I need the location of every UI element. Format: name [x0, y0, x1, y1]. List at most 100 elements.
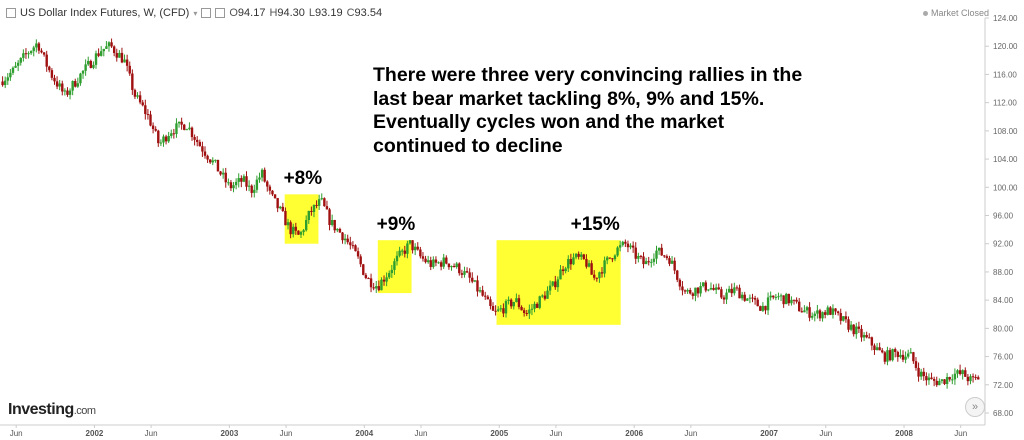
candle-body	[123, 59, 126, 63]
candle-body	[40, 50, 43, 53]
candle-body	[426, 260, 430, 263]
candle-body	[68, 90, 72, 95]
candle-body	[35, 43, 38, 48]
candle-body	[286, 222, 290, 226]
candle-body	[341, 232, 344, 241]
candle-body	[154, 128, 157, 131]
candle-body	[577, 253, 580, 257]
chevron-down-icon[interactable]: ▾	[193, 8, 198, 18]
ohlc-open: O94.17	[229, 7, 266, 19]
candle-body	[216, 159, 220, 172]
time-tick-label: 2004	[355, 429, 373, 438]
candle-body	[896, 351, 900, 358]
candle-body	[281, 206, 285, 211]
candle-body	[58, 83, 61, 87]
candle-body	[600, 272, 604, 274]
candle-body	[81, 70, 85, 74]
candle-body	[624, 241, 627, 244]
candle-body	[395, 255, 399, 262]
collapse-icon[interactable]	[6, 8, 16, 18]
price-tick-label: 100.00	[993, 183, 1018, 192]
candle-body	[112, 46, 116, 54]
candle-body	[704, 282, 707, 291]
candle-body	[343, 238, 347, 241]
candle-body	[183, 124, 186, 130]
candle-body	[6, 77, 9, 81]
candle-body	[211, 160, 214, 163]
candle-body	[107, 42, 111, 47]
candle-body	[694, 287, 697, 296]
candle-body	[702, 282, 705, 287]
candle-body	[304, 220, 308, 231]
candle-body	[556, 279, 560, 288]
candle-body	[271, 190, 274, 195]
candle-body	[263, 169, 266, 182]
candle-body	[242, 176, 246, 182]
candle-body	[772, 295, 775, 298]
candle-body	[273, 194, 277, 199]
time-tick-label: 2005	[490, 429, 508, 438]
candle-body	[805, 307, 809, 311]
candle-body	[932, 378, 936, 381]
candle-body	[413, 246, 417, 251]
candle-body	[883, 352, 887, 362]
candle-body	[110, 42, 113, 47]
candle-body	[717, 287, 720, 290]
candle-body	[567, 259, 570, 269]
candle-body	[297, 230, 300, 235]
candle-body	[691, 293, 695, 296]
candle-body	[42, 52, 46, 55]
candle-body	[904, 356, 907, 360]
candle-body	[925, 376, 928, 381]
time-tick-label: 2006	[625, 429, 643, 438]
candle-body	[131, 73, 134, 90]
candle-body	[530, 308, 534, 310]
candle-body	[730, 288, 733, 294]
candle-body	[670, 260, 674, 264]
candle-body	[590, 263, 593, 275]
candle-body	[196, 139, 199, 142]
candle-body	[102, 48, 105, 52]
close-icon[interactable]	[215, 8, 226, 18]
candle-body	[852, 324, 855, 335]
candle-body	[447, 263, 451, 268]
candle-body	[380, 279, 383, 291]
candle-body	[349, 242, 352, 246]
candle-body	[912, 352, 915, 362]
candle-body	[953, 373, 957, 380]
time-tick-label: Jun	[549, 429, 562, 438]
candle-body	[97, 53, 100, 56]
candle-body	[144, 105, 147, 114]
candle-body	[245, 176, 248, 187]
candle-body	[330, 220, 334, 226]
time-tick-label: Jun	[954, 429, 967, 438]
scroll-to-end-button[interactable]: »	[965, 397, 985, 417]
candle-body	[151, 125, 155, 129]
candle-body	[164, 136, 168, 142]
candle-body	[735, 287, 739, 289]
settings-icon[interactable]	[201, 8, 212, 18]
candle-body	[432, 259, 435, 267]
time-tick-label: Jun	[415, 429, 428, 438]
candle-body	[774, 296, 778, 298]
candle-body	[203, 151, 207, 156]
candle-body	[16, 62, 20, 66]
candle-body	[354, 245, 357, 252]
candle-body	[3, 80, 7, 86]
candle-body	[559, 269, 562, 280]
candle-body	[138, 95, 142, 103]
candle-body	[193, 137, 196, 140]
candle-body	[616, 247, 619, 256]
candle-body	[66, 90, 69, 95]
candle-body	[958, 370, 962, 375]
candle-body	[663, 255, 666, 257]
candle-body	[756, 299, 759, 307]
candle-body	[782, 295, 785, 305]
candle-body	[808, 307, 811, 318]
candle-body	[652, 258, 656, 262]
candle-body	[899, 354, 902, 358]
candle-body	[535, 303, 539, 308]
candle-body	[515, 298, 518, 302]
candle-body	[89, 60, 93, 68]
